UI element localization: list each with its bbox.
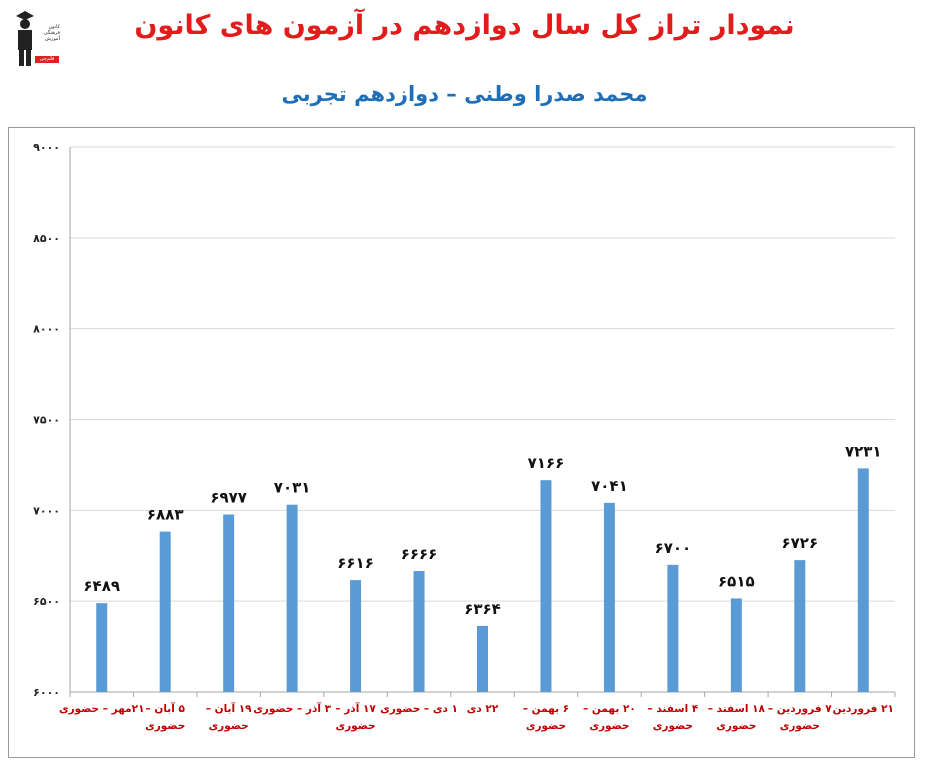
chart-title: نمودار تراز کل سال دوازدهم در آزمون های … [134, 10, 795, 41]
data-label: ۷۰۳۱ [274, 479, 311, 497]
bar [350, 580, 362, 692]
data-label: ۶۷۲۶ [781, 534, 818, 552]
bar [96, 603, 108, 692]
logo-line-3: آموزش [44, 36, 60, 42]
kanoon-logo: کانون فرهنگی آموزش قلم‌چی [14, 6, 62, 72]
bar [730, 598, 742, 692]
bar [857, 468, 869, 692]
category-label: حضوری [145, 720, 185, 732]
category-label: حضوری [209, 720, 249, 732]
data-label: ۷۲۳۱ [845, 442, 882, 460]
category-label: ۱۸ اسفند – [708, 703, 766, 715]
category-label: ۶ بهمن – [523, 703, 569, 715]
y-tick-label: ۶۰۰۰ [33, 686, 60, 699]
data-label: ۶۴۸۹ [83, 577, 120, 595]
data-label: ۷۱۶۶ [528, 454, 565, 472]
bar [413, 571, 425, 692]
category-label: ۱ دی – حضوری [380, 703, 458, 715]
category-label: حضوری [526, 720, 566, 732]
logo-tag: قلم‌چی [35, 56, 59, 63]
bar [603, 502, 615, 692]
data-label: ۶۸۸۳ [147, 506, 184, 524]
bar [540, 480, 552, 692]
graduate-icon [16, 11, 34, 66]
data-label: ۶۷۰۰ [655, 539, 692, 557]
category-label: حضوری [589, 720, 629, 732]
data-label: ۶۳۶۴ [464, 600, 501, 618]
y-tick-label: ۷۰۰۰ [33, 504, 60, 517]
category-label: ۲۱مهر – حضوری [59, 703, 145, 715]
y-tick-label: ۸۰۰۰ [33, 323, 60, 336]
chart-frame [8, 127, 915, 758]
y-tick-label: ۸۵۰۰ [33, 232, 60, 245]
bar [223, 514, 235, 692]
category-label: ۳ آذر – حضوری [253, 702, 331, 715]
data-label: ۶۶۶۶ [401, 545, 438, 563]
data-label: ۶۹۷۷ [210, 489, 247, 507]
y-tick-label: ۷۵۰۰ [33, 414, 60, 427]
data-label: ۶۵۱۵ [718, 572, 755, 590]
logo-line-2: فرهنگی [43, 30, 60, 36]
category-label: ۴ اسفند – [647, 703, 698, 715]
category-label: حضوری [653, 720, 693, 732]
category-label: ۱۷ آذر – [335, 702, 376, 715]
bar [794, 560, 806, 692]
category-label: ۷ فروردین – [768, 703, 832, 715]
category-label: ۲۱ فروردین [833, 703, 894, 715]
category-label: حضوری [335, 720, 375, 732]
bar [286, 504, 298, 692]
bar [159, 531, 171, 692]
chart-subtitle: محمد صدرا وطنی – دوازدهم تجربی [281, 82, 648, 106]
category-label: حضوری [716, 720, 756, 732]
category-label: ۱۹ آبان – [206, 702, 252, 715]
category-label: ۲۰ بهمن – [583, 703, 636, 715]
data-label: ۶۶۱۶ [337, 554, 374, 572]
category-label: ۵ آبان – [145, 702, 185, 715]
bar [667, 564, 679, 692]
y-tick-label: ۹۰۰۰ [33, 141, 60, 154]
category-label: حضوری [780, 720, 820, 732]
data-label: ۷۰۴۱ [591, 477, 628, 495]
logo-line-1: کانون [48, 24, 60, 30]
category-label: ۲۲ دی [467, 703, 499, 715]
y-tick-label: ۶۵۰۰ [33, 595, 60, 608]
bar [477, 625, 488, 692]
